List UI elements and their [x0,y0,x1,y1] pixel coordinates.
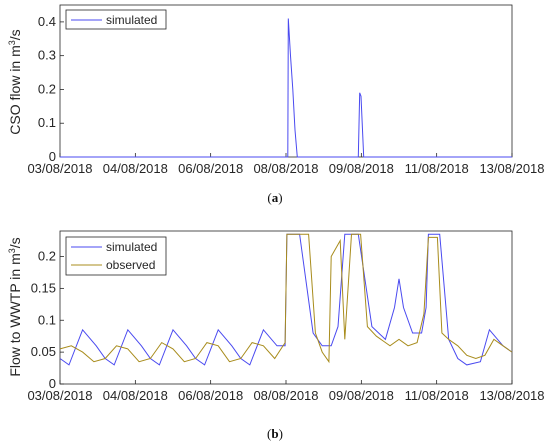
y-axis-label-a: CSO flow in m3/s [7,29,23,134]
series-group-a [60,18,512,158]
legend-label-simulated-b: simulated [106,240,157,254]
x-tick-label: 13/08/2018 [479,388,544,403]
x-tick-label: 11/08/2018 [405,161,469,176]
x-tick-label: 08/08/2018 [253,388,318,403]
y-tick-label: 0.15 [31,280,56,295]
series-line-simulated [59,233,513,366]
y-axis-b: 0 0.05 0.1 0.15 0.2 [31,249,64,391]
series-line-simulated [60,18,512,158]
y-tick-label: 0.4 [38,14,56,29]
x-tick-label: 13/08/2018 [479,161,544,176]
panel-caption-b: (b) [267,426,283,441]
legend-box-a [65,9,167,30]
x-tick-label: 03/08/2018 [27,388,92,403]
x-tick-label: 11/08/2018 [405,388,469,403]
x-axis-b: 03/08/2018 04/08/2018 06/08/2018 08/08/2018… [27,380,545,403]
y-tick-label: 0 [49,149,56,164]
x-tick-label: 09/08/2018 [329,388,394,403]
legend-a: simulated [65,9,167,30]
legend-label-observed-b: observed [106,258,155,272]
y-axis-a: 0 0.1 0.2 0.3 0.4 [38,14,64,164]
x-tick-label: 06/08/2018 [178,388,243,403]
y-tick-label: 0.2 [38,249,56,264]
x-tick-label: 04/08/2018 [103,161,168,176]
x-tick-label: 04/08/2018 [103,388,168,403]
series-group-b [59,233,513,366]
y-tick-label: 0.05 [31,344,56,359]
x-tick-label: 09/08/2018 [329,161,394,176]
panel-a: 0 0.1 0.2 0.3 0.4 03/08/2018 04/08/2018 06/08/… [7,4,545,205]
x-tick-label: 03/08/2018 [27,161,92,176]
x-axis-a: 03/08/2018 04/08/2018 06/08/2018 08/08/2018… [27,153,545,176]
y-tick-label: 0.2 [38,81,56,96]
legend-label-simulated-a: simulated [106,13,157,27]
x-tick-label: 08/08/2018 [253,161,318,176]
y-tick-label: 0.1 [38,312,56,327]
legend-box-b [65,236,167,276]
y-tick-label: 0 [49,376,56,391]
y-tick-label: 0.3 [38,48,56,63]
panel-caption-a: (a) [267,190,282,205]
y-axis-label-b: Flow to WWTP in m3/s [7,237,23,376]
plot-area-a [59,4,513,158]
legend-b: simulated observed [65,236,167,276]
panel-b: 0 0.05 0.1 0.15 0.2 03/08/2018 04/08/2018 06/0… [7,230,545,441]
y-tick-label: 0.1 [38,115,56,130]
x-tick-label: 06/08/2018 [178,161,243,176]
series-line-observed [59,233,513,364]
